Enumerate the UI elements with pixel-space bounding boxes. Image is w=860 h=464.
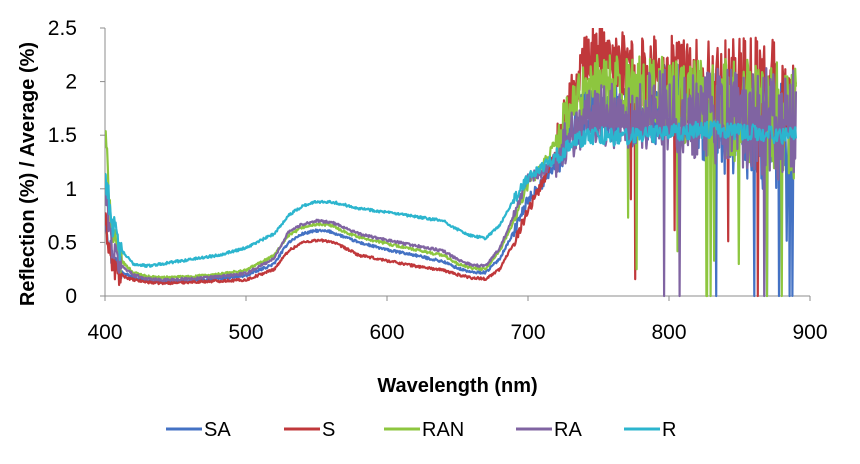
- y-tick-label: 2: [65, 71, 77, 94]
- legend-label-sa: SA: [204, 419, 231, 441]
- series-line-ran: [105, 54, 797, 298]
- legend-label-ran: RAN: [422, 419, 464, 441]
- x-tick-label: 400: [87, 321, 122, 344]
- series-line-s: [105, 28, 797, 298]
- y-tick-label: 1.5: [48, 124, 77, 147]
- x-tick-label: 800: [651, 321, 686, 344]
- legend-label-s: S: [322, 419, 335, 441]
- x-tick-label: 600: [369, 321, 404, 344]
- series-group: [105, 28, 797, 298]
- x-tick-label: 700: [510, 321, 545, 344]
- y-tick-label: 1: [65, 178, 77, 201]
- y-tick-label: 0: [65, 285, 77, 308]
- legend-label-ra: RA: [554, 419, 582, 441]
- x-axis-title: Wavelength (nm): [377, 375, 537, 397]
- series-line-ra: [105, 67, 797, 298]
- legend-label-r: R: [662, 419, 676, 441]
- y-tick-label: 0.5: [48, 231, 77, 254]
- y-axis-title: Reflection (%) / Average (%): [17, 42, 39, 306]
- series-line-r: [105, 120, 797, 268]
- x-tick-label: 900: [792, 321, 827, 344]
- y-tick-label: 2.5: [48, 17, 77, 40]
- x-tick-label: 500: [228, 321, 263, 344]
